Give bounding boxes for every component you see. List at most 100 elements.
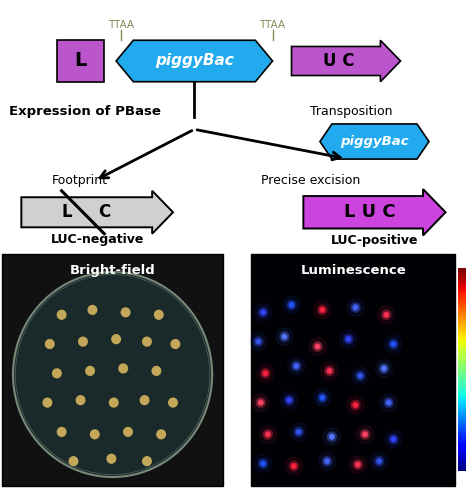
Circle shape — [171, 340, 180, 348]
Text: LUC-negative: LUC-negative — [51, 233, 144, 245]
Circle shape — [256, 339, 261, 345]
Circle shape — [378, 306, 395, 324]
Text: C: C — [98, 203, 110, 221]
Bar — [458, 268, 466, 270]
Circle shape — [260, 309, 266, 315]
Circle shape — [255, 304, 272, 321]
Circle shape — [280, 332, 289, 342]
Bar — [458, 451, 466, 453]
Bar — [458, 366, 466, 367]
Text: TTAA: TTAA — [108, 20, 134, 30]
Bar — [458, 333, 466, 335]
Text: U C: U C — [323, 52, 355, 70]
Bar — [458, 360, 466, 362]
Circle shape — [152, 366, 161, 375]
Circle shape — [284, 395, 294, 405]
Circle shape — [353, 402, 358, 407]
Bar — [458, 307, 466, 309]
Circle shape — [289, 302, 294, 307]
Circle shape — [267, 433, 269, 435]
Bar — [458, 349, 466, 351]
Bar — [458, 270, 466, 272]
Bar — [458, 358, 466, 360]
Bar — [458, 325, 466, 327]
Circle shape — [298, 431, 300, 433]
Circle shape — [169, 398, 177, 407]
Circle shape — [359, 375, 361, 377]
Circle shape — [344, 334, 353, 344]
Bar — [458, 443, 466, 445]
Circle shape — [364, 433, 366, 435]
Bar — [458, 341, 466, 344]
Circle shape — [319, 395, 325, 400]
Circle shape — [374, 456, 384, 466]
Circle shape — [383, 367, 385, 370]
Bar — [458, 412, 466, 414]
Bar — [458, 408, 466, 410]
Circle shape — [371, 452, 388, 470]
Circle shape — [88, 305, 97, 314]
Bar — [458, 390, 466, 392]
Circle shape — [378, 460, 380, 463]
Circle shape — [281, 391, 298, 409]
Bar — [458, 313, 466, 315]
Bar — [458, 370, 466, 372]
Circle shape — [79, 337, 87, 346]
Bar — [458, 301, 466, 303]
Circle shape — [69, 457, 78, 466]
Circle shape — [356, 462, 361, 468]
Circle shape — [294, 363, 299, 369]
Circle shape — [254, 337, 263, 346]
Circle shape — [331, 435, 333, 438]
Bar — [2, 254, 223, 486]
Circle shape — [291, 464, 297, 468]
Bar — [458, 367, 466, 370]
Circle shape — [356, 426, 374, 443]
Circle shape — [292, 361, 301, 371]
Bar — [458, 378, 466, 380]
Text: piggyBac: piggyBac — [155, 54, 234, 68]
Bar — [458, 315, 466, 317]
Circle shape — [386, 400, 392, 405]
Circle shape — [351, 400, 360, 410]
Polygon shape — [320, 124, 429, 159]
Text: LUC-positive: LUC-positive — [331, 234, 418, 246]
Bar — [251, 254, 455, 486]
Circle shape — [288, 357, 305, 375]
Circle shape — [53, 369, 61, 378]
Bar — [458, 448, 466, 451]
Bar — [458, 427, 466, 428]
Circle shape — [260, 401, 262, 404]
Circle shape — [391, 342, 396, 346]
Circle shape — [57, 310, 66, 319]
Circle shape — [384, 398, 393, 407]
Circle shape — [86, 366, 94, 375]
Circle shape — [340, 330, 357, 348]
Bar — [458, 396, 466, 398]
Circle shape — [309, 338, 326, 355]
Bar — [458, 337, 466, 339]
Circle shape — [314, 301, 331, 319]
Circle shape — [389, 339, 398, 349]
Circle shape — [380, 394, 397, 411]
Bar — [458, 376, 466, 378]
Bar — [458, 321, 466, 323]
Circle shape — [140, 396, 149, 405]
Circle shape — [357, 464, 359, 466]
Bar — [458, 353, 466, 355]
Bar — [458, 299, 466, 301]
Circle shape — [143, 457, 151, 466]
Circle shape — [327, 432, 337, 442]
Bar — [458, 445, 466, 447]
Circle shape — [290, 304, 293, 306]
Circle shape — [329, 434, 335, 439]
Bar — [458, 309, 466, 311]
Bar — [458, 382, 466, 384]
Polygon shape — [116, 40, 273, 81]
Circle shape — [155, 310, 163, 319]
Circle shape — [286, 397, 292, 403]
Circle shape — [258, 400, 264, 405]
Circle shape — [355, 404, 357, 406]
Polygon shape — [13, 272, 212, 477]
Bar — [458, 305, 466, 307]
